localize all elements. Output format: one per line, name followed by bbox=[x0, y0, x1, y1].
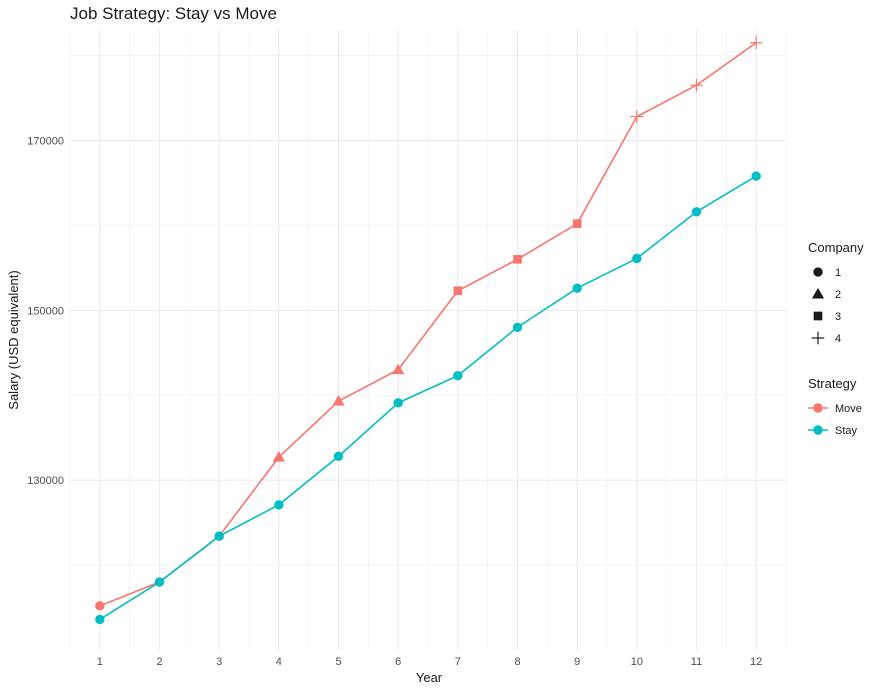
legend-strategy-label: Stay bbox=[835, 425, 858, 437]
legend-company-key bbox=[813, 311, 823, 321]
x-tick-label: 7 bbox=[455, 656, 461, 668]
legend-company-label: 3 bbox=[835, 311, 841, 323]
data-point-move bbox=[690, 78, 703, 92]
legend-strategy: Strategy Move Stay bbox=[808, 376, 862, 437]
legend-company-key bbox=[811, 331, 825, 345]
legend-strategy-label: Move bbox=[835, 403, 862, 415]
x-tick-label: 10 bbox=[631, 656, 643, 668]
x-tick-labels: 1 2 3 4 5 6 7 8 9 10 11 12 bbox=[97, 656, 763, 668]
legend-company-key bbox=[811, 287, 825, 299]
data-point-move bbox=[332, 395, 345, 406]
data-point-stay bbox=[393, 398, 403, 408]
legend-company-label: 1 bbox=[835, 267, 841, 279]
data-point-stay bbox=[95, 614, 105, 625]
data-point-stay bbox=[512, 322, 523, 332]
x-tick-label: 2 bbox=[156, 656, 162, 668]
data-point-stay bbox=[632, 253, 642, 264]
data-point-stay bbox=[333, 451, 344, 462]
x-tick-label: 9 bbox=[574, 656, 580, 668]
legend-strategy-marker bbox=[813, 425, 823, 435]
legend-company-label: 4 bbox=[835, 333, 841, 345]
series-move bbox=[95, 36, 763, 611]
chart-title: Job Strategy: Stay vs Move bbox=[70, 4, 277, 23]
data-point-move bbox=[513, 254, 522, 264]
x-tick-label: 5 bbox=[335, 656, 341, 668]
data-point-stay bbox=[691, 207, 702, 217]
x-tick-label: 6 bbox=[395, 656, 401, 668]
y-tick-label: 130000 bbox=[27, 475, 64, 487]
legend-strategy-marker bbox=[813, 403, 823, 413]
x-axis-title: Year bbox=[416, 670, 443, 685]
series-stay bbox=[95, 171, 761, 625]
data-point-stay bbox=[154, 577, 165, 587]
y-tick-label: 170000 bbox=[27, 135, 64, 147]
y-axis-title: Salary (USD equivalent) bbox=[6, 270, 21, 409]
legend-company-title: Company bbox=[808, 240, 864, 255]
data-point-move bbox=[749, 36, 763, 50]
legend-company-key bbox=[813, 267, 823, 277]
x-tick-label: 1 bbox=[97, 656, 103, 668]
legend-company: Company 1 2 3 4 bbox=[808, 240, 864, 345]
x-tick-label: 4 bbox=[276, 656, 282, 668]
x-tick-label: 11 bbox=[691, 656, 702, 668]
grid-lines bbox=[69, 30, 787, 650]
data-point-stay bbox=[274, 500, 284, 510]
series-layer bbox=[95, 36, 763, 625]
data-point-move bbox=[272, 451, 285, 462]
legend-strategy-title: Strategy bbox=[808, 376, 857, 391]
legend-company-label: 2 bbox=[835, 289, 841, 301]
data-point-stay bbox=[572, 283, 582, 293]
y-tick-labels: 130000 150000 170000 bbox=[27, 135, 64, 487]
data-point-move bbox=[630, 110, 644, 123]
y-tick-label: 150000 bbox=[27, 305, 64, 317]
data-point-stay bbox=[751, 171, 761, 181]
data-point-move bbox=[392, 363, 405, 375]
data-point-move bbox=[453, 286, 463, 296]
data-point-move bbox=[95, 601, 105, 611]
data-point-stay bbox=[214, 531, 224, 541]
data-point-move bbox=[572, 219, 582, 228]
data-point-stay bbox=[453, 370, 463, 381]
x-tick-label: 12 bbox=[750, 656, 762, 668]
series-line-stay bbox=[99, 175, 757, 621]
x-tick-label: 8 bbox=[514, 656, 520, 668]
x-tick-label: 3 bbox=[216, 656, 222, 668]
